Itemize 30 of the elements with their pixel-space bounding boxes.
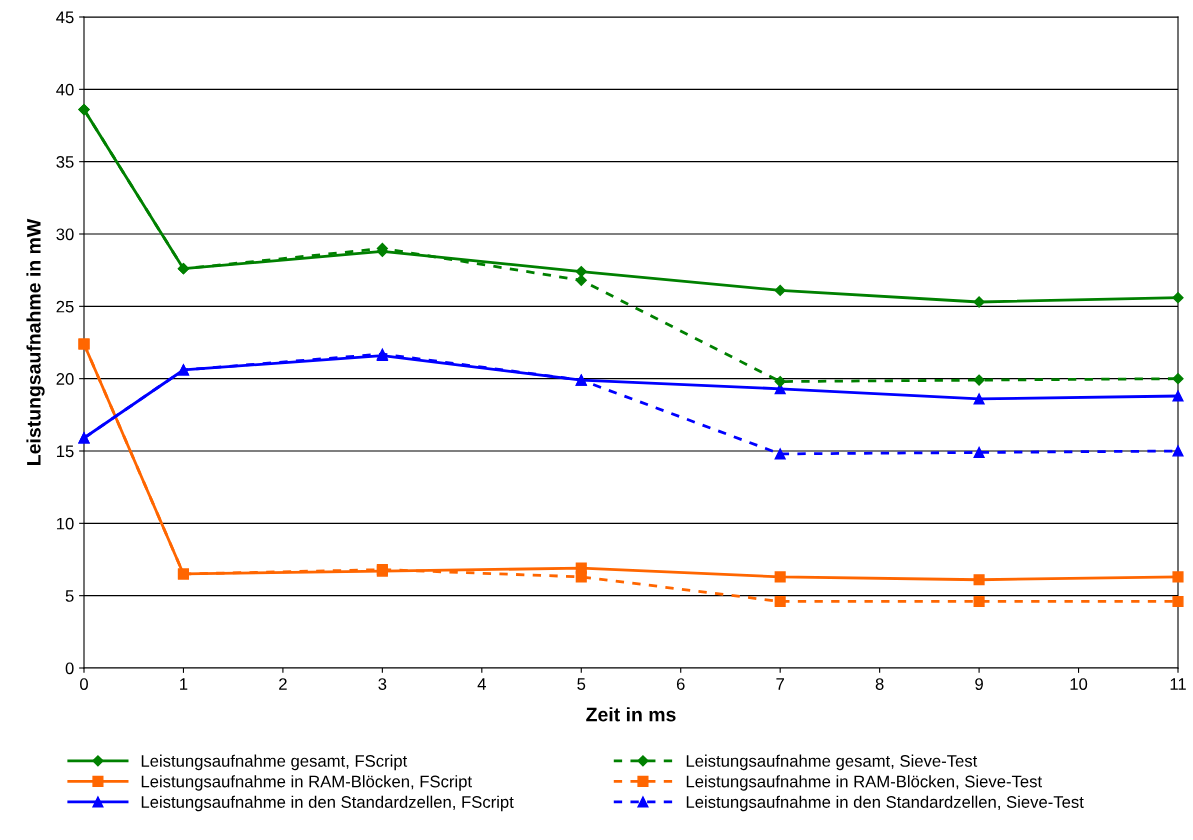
x-tick-label: 9 <box>975 678 983 690</box>
x-tick-label: 8 <box>875 678 884 690</box>
x-tick-label: 4 <box>477 678 486 690</box>
x-tick-label: 1 <box>180 678 188 690</box>
legend-label: Leistungsaufnahme in RAM-Blöcken, Sieve-Test <box>686 775 1042 791</box>
x-tick-label: 7 <box>776 678 784 690</box>
y-tick-label: 15 <box>57 445 74 458</box>
x-tick-label: 3 <box>378 678 387 690</box>
y-tick-label: 0 <box>65 662 74 675</box>
y-tick-label: 20 <box>56 373 74 385</box>
x-tick-label: 0 <box>80 678 88 690</box>
y-axis-title: Leistungsaufnahme in mW <box>26 218 45 465</box>
legend-label: Leistungsaufnahme in den Standardzellen, Sieve-Test <box>686 795 1084 812</box>
legend-label: Leistungsaufnahme in RAM-Blöcken, FScript <box>141 775 472 791</box>
y-tick-label: 35 <box>56 156 74 168</box>
x-axis-title: Zeit in ms <box>586 707 676 722</box>
x-tick-label: 11 <box>1170 678 1186 690</box>
x-tick-label: 6 <box>676 678 685 690</box>
x-tick-label: 2 <box>279 678 287 690</box>
y-tick-label: 10 <box>57 517 74 530</box>
y-tick-label: 45 <box>56 11 74 24</box>
y-tick-label: 5 <box>65 590 74 602</box>
y-tick-label: 30 <box>56 228 74 241</box>
legend-label: Leistungsaufnahme in den Standardzellen, FScript <box>141 795 514 812</box>
x-tick-label: 10 <box>1070 678 1088 690</box>
y-tick-label: 25 <box>56 300 74 313</box>
legend-label: Leistungsaufnahme gesamt, Sieve-Test <box>686 754 978 771</box>
y-tick-label: 40 <box>56 83 74 96</box>
x-tick-label: 5 <box>577 678 586 690</box>
legend-label: Leistungsaufnahme gesamt, FScript <box>141 754 408 771</box>
